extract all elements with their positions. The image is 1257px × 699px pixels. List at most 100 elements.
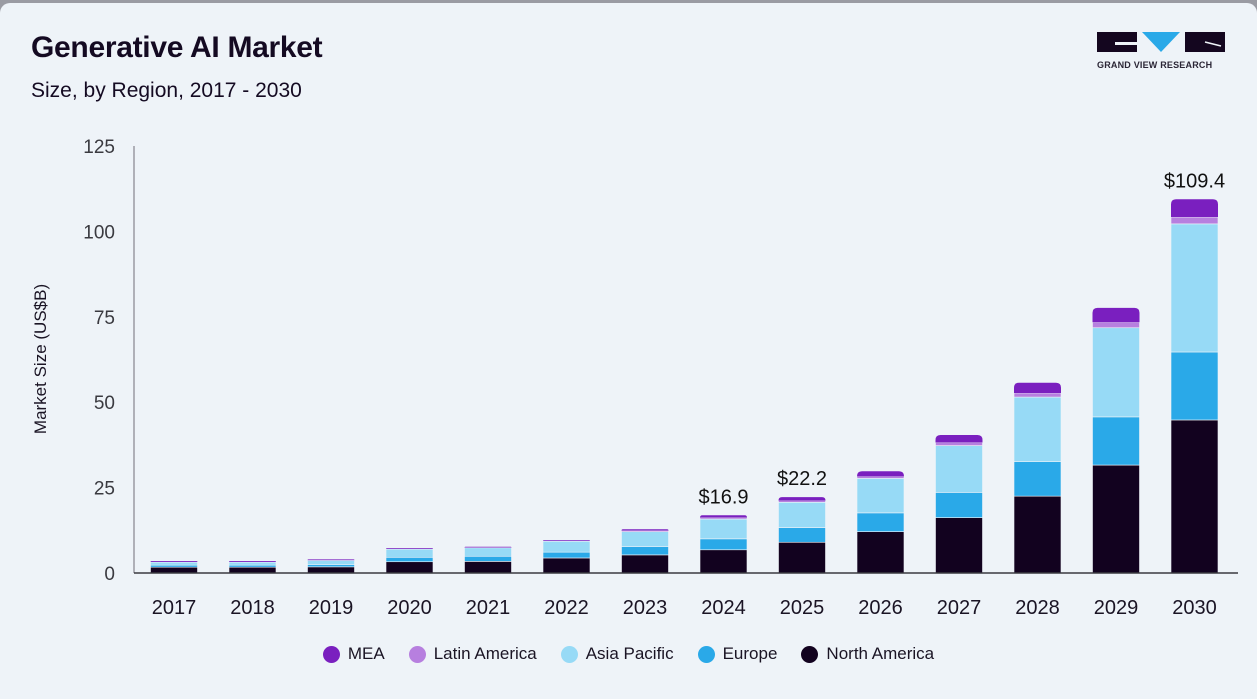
x-tick-label: 2018 [230, 597, 275, 619]
bar-segment-north-america [621, 554, 669, 574]
bar-segment-asia-pacific [385, 548, 434, 558]
grand-view-research-logo-icon [1097, 32, 1225, 52]
bar-segment-north-america [1092, 464, 1140, 574]
bar-segment-mea [778, 497, 826, 501]
bar-segment-mea [1092, 307, 1140, 323]
bar-segment-europe [542, 551, 591, 559]
bar-segment-mea [700, 515, 747, 518]
bar-segment-north-america [385, 561, 434, 574]
bar-segment-asia-pacific [464, 547, 512, 557]
legend-swatch-icon [801, 645, 819, 663]
total-data-label: $16.9 [698, 486, 748, 508]
x-tick-label: 2023 [623, 597, 668, 619]
legend-item-mea[interactable]: MEA [322, 644, 385, 664]
bar-segment-europe [1013, 461, 1062, 497]
bar-segment-mea [543, 540, 590, 542]
legend-swatch-icon [697, 645, 715, 663]
bar-segment-mea [857, 471, 904, 477]
bar-segment-mea [1171, 199, 1218, 218]
bar-segment-north-america [228, 566, 277, 574]
bar-segment-asia-pacific [542, 540, 591, 553]
bar-segment-latin-america [935, 442, 983, 446]
x-tick-label: 2027 [937, 597, 982, 619]
x-tick-label: 2021 [466, 597, 511, 619]
x-tick-label: 2025 [780, 597, 825, 619]
x-tick-label: 2024 [701, 597, 746, 619]
bar-segment-north-america [778, 541, 826, 574]
logo-text: GRAND VIEW RESEARCH [1097, 60, 1213, 70]
legend-swatch-icon [322, 645, 340, 663]
x-tick-label: 2029 [1094, 597, 1139, 619]
bar-segment-europe [150, 564, 198, 568]
legend-item-europe[interactable]: Europe [697, 644, 778, 664]
legend-swatch-icon [560, 645, 578, 663]
bar-segment-north-america [150, 566, 198, 574]
x-tick-label: 2019 [309, 597, 354, 619]
legend-label: Asia Pacific [585, 644, 674, 663]
bar-segment-mea [229, 561, 276, 562]
bar-segment-europe [699, 538, 748, 551]
bar-segment-north-america [699, 549, 748, 574]
bar-segment-mea [150, 561, 198, 562]
bar-segment-north-america [542, 557, 591, 574]
legend-swatch-icon [408, 645, 426, 663]
y-tick-label: 25 [94, 479, 115, 500]
bar-segment-latin-america [856, 476, 905, 479]
bar-segment-north-america [935, 517, 983, 574]
bar-segment-asia-pacific [1170, 223, 1219, 353]
bar-segment-latin-america [778, 500, 826, 503]
bar-segment-europe [1170, 351, 1219, 421]
bar-segment-mea [386, 548, 433, 549]
bar-segment-latin-america [1013, 392, 1062, 398]
legend-item-north-america[interactable]: North America [801, 644, 934, 664]
bar-segment-europe [778, 527, 826, 543]
bar-segment-europe [385, 556, 434, 563]
bar-segment-mea [1014, 382, 1061, 393]
x-tick-label: 2020 [387, 597, 432, 619]
bar-segment-mea [307, 559, 355, 561]
bar-segment-north-america [1013, 495, 1062, 574]
bar-segment-latin-america [621, 530, 669, 532]
x-tick-label: 2028 [1015, 597, 1060, 619]
bar-segment-europe [621, 546, 669, 556]
bar-segment-asia-pacific [621, 531, 669, 547]
y-tick-label: 125 [83, 137, 115, 158]
legend-item-asia-pacific[interactable]: Asia Pacific [560, 644, 674, 664]
y-axis-label: Market Size (US$B) [31, 284, 50, 434]
bar-segment-north-america [464, 561, 512, 574]
bar-segment-asia-pacific [778, 501, 826, 528]
chart-title: Generative AI Market [31, 31, 323, 64]
bar-segment-latin-america [699, 517, 748, 520]
bar-segment-europe [856, 512, 905, 532]
bar-segment-europe [935, 492, 983, 518]
chart-card: Generative AI Market Size, by Region, 20… [0, 3, 1257, 699]
x-tick-label: 2022 [544, 597, 589, 619]
bar-segment-latin-america [1170, 216, 1219, 225]
y-tick-label: 50 [94, 393, 115, 414]
bar-segment-mea [464, 546, 512, 548]
chart-subtitle: Size, by Region, 2017 - 2030 [31, 79, 302, 102]
x-tick-label: 2030 [1172, 597, 1217, 619]
bar-segment-asia-pacific [699, 518, 748, 540]
y-tick-label: 100 [83, 222, 115, 243]
bar-segment-europe [1092, 416, 1140, 466]
bar-segment-asia-pacific [1092, 327, 1140, 418]
chart-legend: MEA Latin America Asia Pacific Europe North … [0, 644, 1257, 664]
legend-label: North America [826, 644, 935, 663]
legend-label: Europe [722, 644, 778, 663]
bar-segment-mea [621, 529, 669, 531]
bar-segment-europe [228, 564, 277, 568]
bar-segment-north-america [1170, 419, 1219, 574]
total-data-label: $109.4 [1164, 170, 1225, 192]
bar-segment-europe [307, 564, 355, 568]
total-data-label: $22.2 [777, 468, 827, 490]
legend-item-latin-america[interactable]: Latin America [408, 644, 537, 664]
bar-segment-asia-pacific [935, 445, 983, 493]
bar-segment-north-america [856, 531, 905, 574]
x-tick-label: 2017 [152, 597, 197, 619]
legend-label: Latin America [433, 644, 537, 663]
bar-segment-north-america [307, 566, 355, 574]
x-tick-label: 2026 [858, 597, 903, 619]
bar-segment-mea [935, 434, 983, 443]
